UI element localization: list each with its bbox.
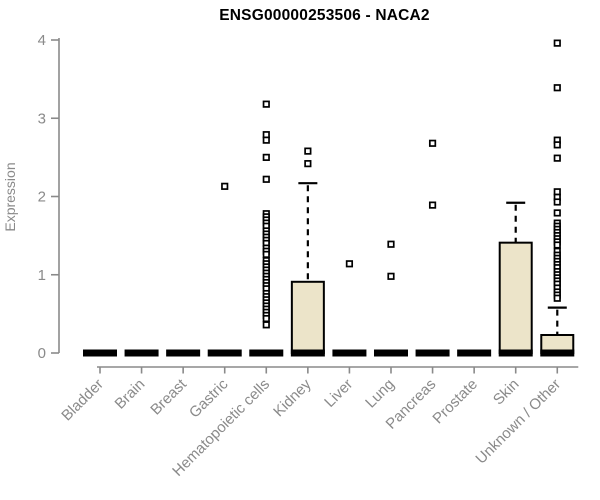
outlier-point [553,154,561,162]
y-tick-label: 1 [38,267,46,284]
outlier-point [553,241,561,249]
outlier-point [553,84,561,92]
outlier-point [262,136,270,144]
outlier-point [221,182,229,190]
collapsed-box [207,349,242,357]
x-tick-label: Breast [147,375,190,418]
x-tick-label: Bladder [58,376,107,425]
outlier-point [262,175,270,183]
outlier-point [345,260,354,268]
outlier-point [304,147,312,155]
outlier-point [262,100,270,108]
outlier-point [553,39,561,47]
x-tick-label: Lung [362,376,398,412]
x-tick-label: Brain [112,376,149,413]
y-tick-label: 3 [38,110,46,127]
chart-title: ENSG00000253506 - NACA2 [219,7,430,24]
outlier-point [304,160,312,168]
median-line [540,349,575,357]
outlier-point [428,201,437,209]
x-tick-label: Skin [490,376,523,409]
outlier-point [387,272,395,280]
outlier-point [553,198,561,206]
collapsed-box [332,349,367,357]
outlier-point [262,321,270,329]
x-tick-label: Kidney [270,375,315,420]
collapsed-box [166,349,201,357]
outlier-point [387,240,395,248]
collapsed-box [124,349,159,357]
outlier-point [262,153,270,161]
x-tick-label: Prostate [429,376,481,428]
collapsed-box [415,349,450,357]
median-line [290,349,325,357]
y-tick-label: 0 [38,345,46,362]
collapsed-box [457,349,492,357]
outlier-point [553,294,561,302]
y-tick-label: 2 [38,189,46,206]
box [498,241,533,354]
x-tick-label: Liver [321,376,356,411]
collapsed-box [83,349,117,357]
collapsed-box [373,349,408,357]
box [290,280,325,355]
outlier-point [553,209,561,217]
outlier-point [262,250,270,259]
outlier-point [553,141,561,149]
median-line [498,349,533,357]
y-tick-label: 4 [38,32,46,49]
outlier-point [428,139,437,147]
outlier-point [262,314,270,323]
collapsed-box [249,349,284,357]
